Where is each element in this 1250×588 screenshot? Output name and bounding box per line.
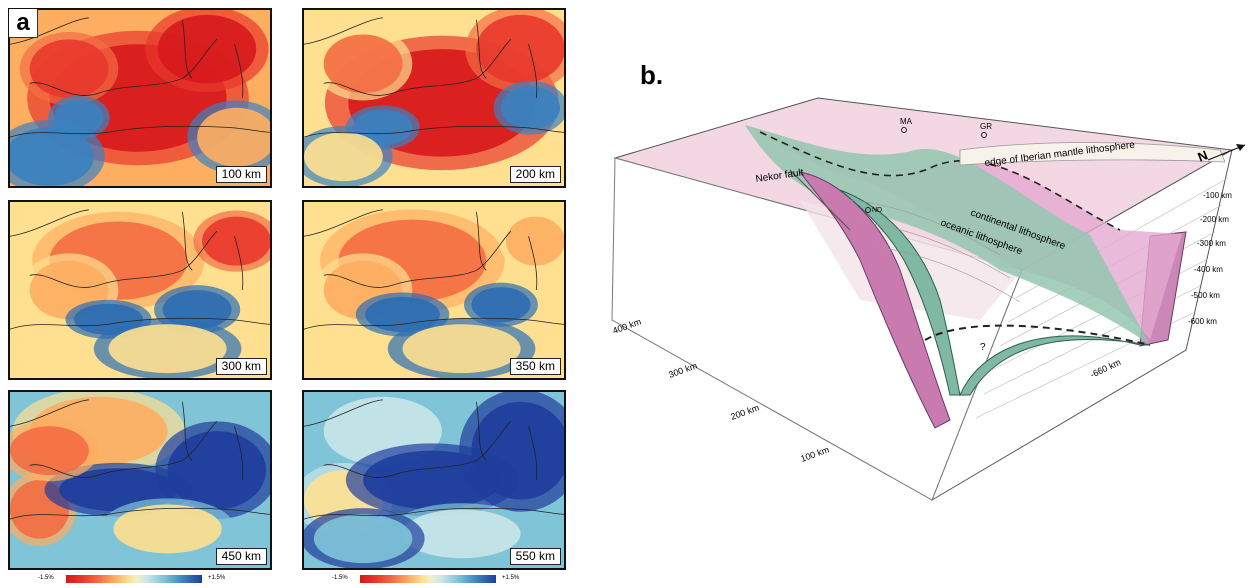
lithosphere-block-diagram: MA GR ND Nekor fault edge of Iberian man…: [600, 88, 1250, 528]
tomography-map-350km: 350 km: [302, 200, 566, 380]
depth-tick-400: -400 km: [1194, 265, 1223, 274]
slab-contours: [849, 199, 1021, 303]
panel-a-letter: a: [9, 9, 38, 38]
colorbar-strip: [360, 575, 496, 583]
colorbar-strip: [66, 575, 202, 583]
slab-dashed-boundary-top: [759, 131, 1121, 231]
tomography-map-450km: 450 km: [8, 390, 272, 570]
depth-label: 300 km: [215, 358, 267, 375]
question-label: ?: [980, 342, 986, 353]
distance-tick-100: 100 km: [799, 444, 830, 463]
north-arrowhead: [1236, 144, 1245, 151]
colorbar-right: -1.5% +1.5%: [330, 572, 540, 586]
distance-tick-300: 300 km: [667, 360, 698, 379]
depth-label: 350 km: [509, 358, 561, 375]
depth-label: 550 km: [509, 548, 561, 565]
colorbar-left: -1.5% +1.5%: [36, 572, 246, 586]
colorbar-min: -1.5%: [332, 575, 348, 581]
nd-marker: [865, 207, 871, 213]
depth-tick-600: -600 km: [1188, 317, 1217, 326]
iberian-edge-band: [959, 142, 1226, 166]
oceanic-lithosphere-zone: [745, 125, 1150, 345]
colorbar-max: +1.5%: [208, 575, 226, 581]
descending-slab-green: [839, 189, 1151, 397]
gr-marker: [981, 132, 987, 138]
nekor-fault-line: [789, 169, 851, 231]
depth-tick-500: -500 km: [1191, 291, 1220, 300]
ma-marker: [901, 127, 907, 133]
depth-label: 450 km: [215, 548, 267, 565]
ma-label: MA: [900, 117, 913, 126]
colorbar-max: +1.5%: [502, 575, 520, 581]
descending-slab-pink: [798, 171, 951, 429]
depth-label: 200 km: [509, 166, 561, 183]
tomography-map-300km: 300 km: [8, 200, 272, 380]
depth-tick-100: -100 km: [1203, 191, 1232, 200]
colorbar-min: -1.5%: [38, 575, 54, 581]
panel-b-letter: b.: [640, 60, 664, 90]
distance-tick-200: 200 km: [729, 402, 760, 421]
depth-tick-300: -300 km: [1197, 239, 1226, 248]
gr-label: GR: [980, 122, 992, 131]
depth-label: 100 km: [215, 166, 267, 183]
depth-tick-200: -200 km: [1200, 215, 1229, 224]
tomography-map-200km: 200 km: [302, 8, 566, 188]
slab-dashed-boundary: [924, 324, 1151, 346]
nd-label: ND: [872, 207, 882, 214]
tomography-map-550km: 550 km: [302, 390, 566, 570]
tomography-map-100km: 100 km: [8, 8, 272, 188]
